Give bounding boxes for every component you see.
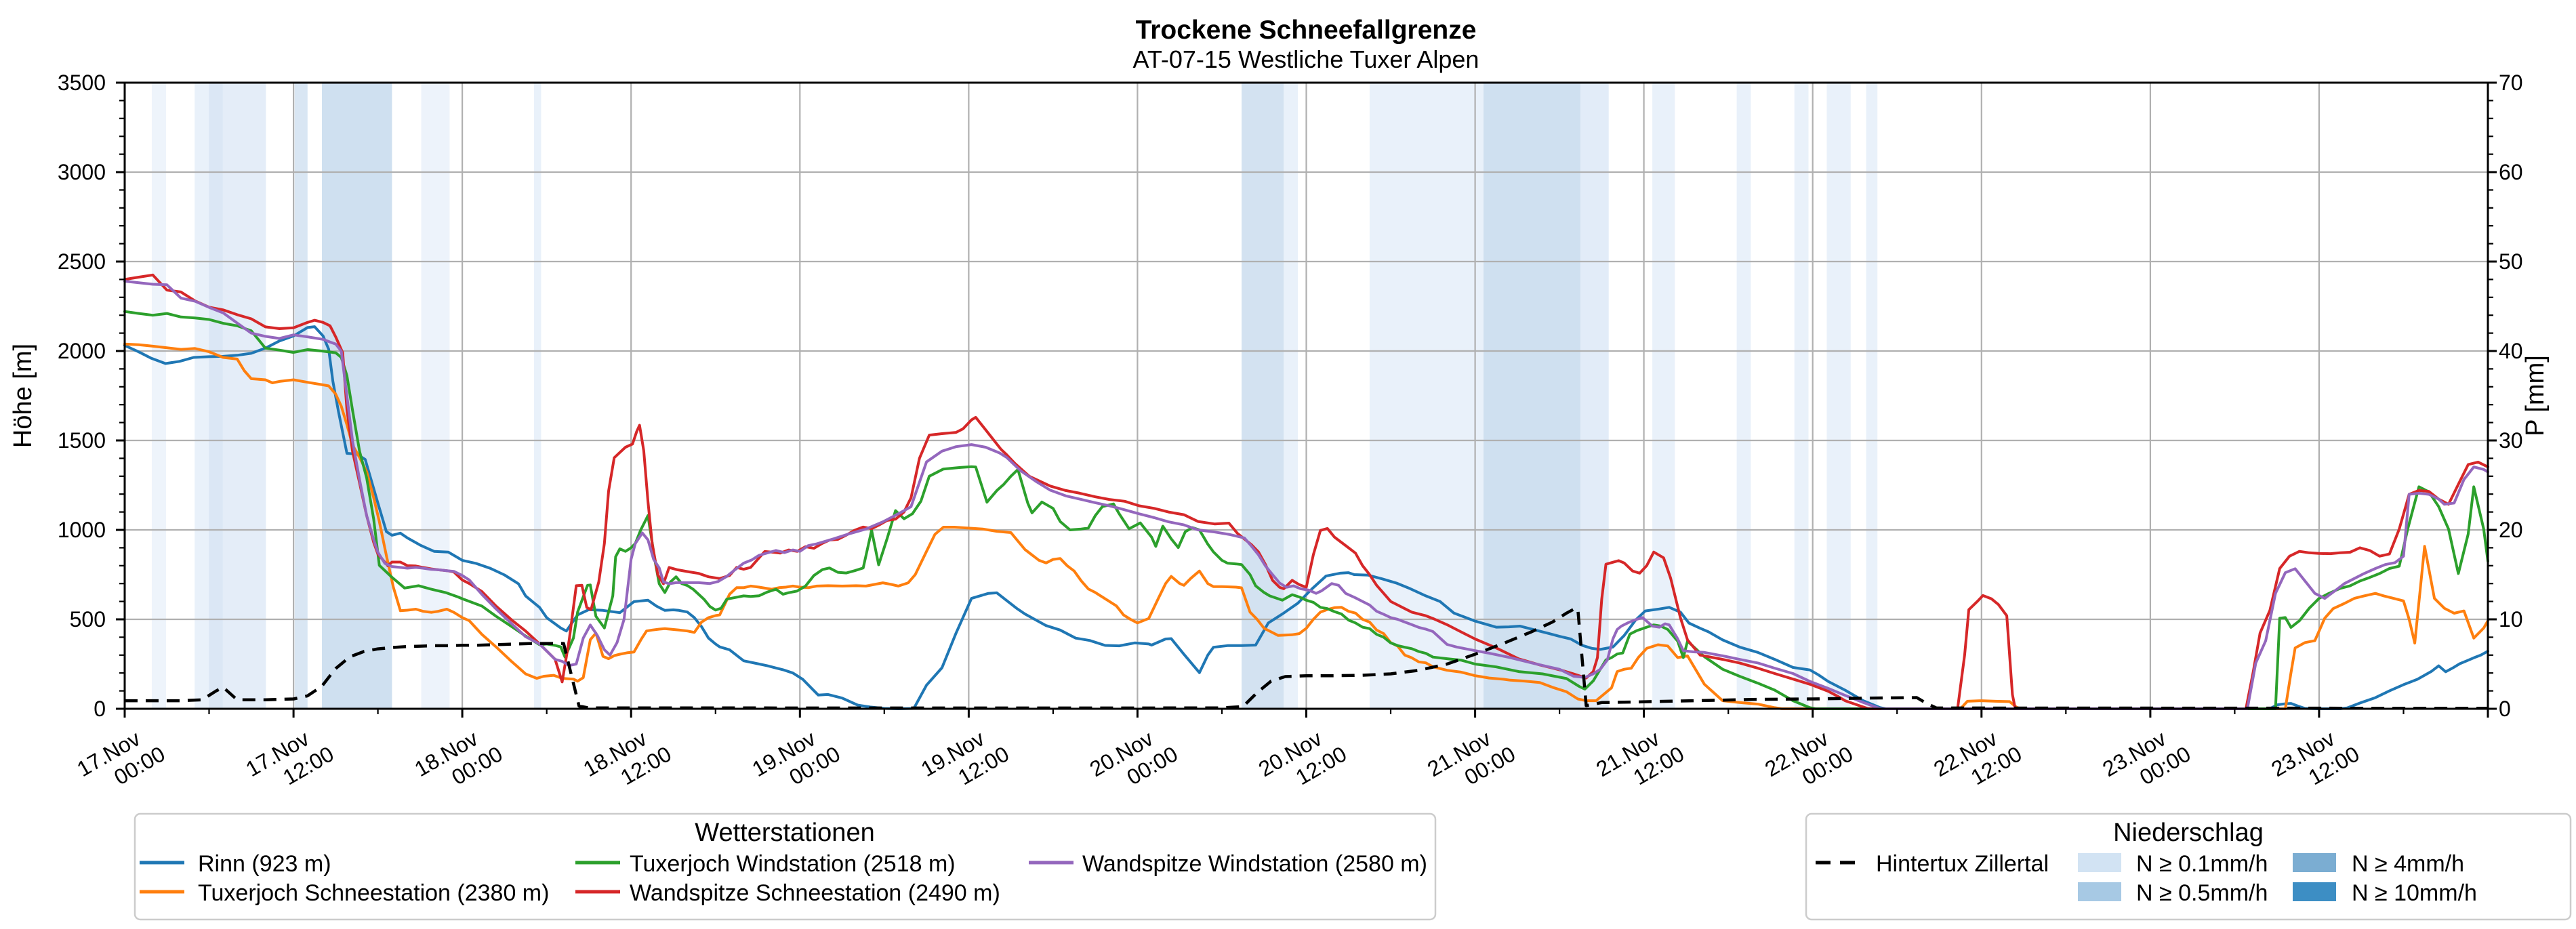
svg-text:P [mm]: P [mm] bbox=[2521, 355, 2550, 436]
svg-text:2500: 2500 bbox=[58, 249, 106, 274]
svg-text:70: 70 bbox=[2499, 70, 2523, 95]
svg-text:40: 40 bbox=[2499, 339, 2523, 363]
svg-text:500: 500 bbox=[70, 607, 106, 632]
svg-text:N ≥ 0.5mm/h: N ≥ 0.5mm/h bbox=[2136, 880, 2268, 906]
svg-text:Wandspitze Schneestation (2490: Wandspitze Schneestation (2490 m) bbox=[630, 880, 1000, 906]
svg-text:Rinn (923 m): Rinn (923 m) bbox=[198, 851, 331, 877]
svg-text:0: 0 bbox=[94, 697, 106, 721]
svg-text:Wetterstationen: Wetterstationen bbox=[695, 819, 874, 847]
svg-text:Trockene Schneefallgrenze: Trockene Schneefallgrenze bbox=[1136, 16, 1477, 45]
svg-text:Höhe [m]: Höhe [m] bbox=[9, 344, 37, 448]
svg-text:N ≥ 0.1mm/h: N ≥ 0.1mm/h bbox=[2136, 851, 2268, 877]
svg-text:1000: 1000 bbox=[58, 518, 106, 542]
svg-text:N ≥ 4mm/h: N ≥ 4mm/h bbox=[2352, 851, 2464, 877]
svg-text:Tuxerjoch Schneestation (2380: Tuxerjoch Schneestation (2380 m) bbox=[198, 880, 549, 906]
svg-text:1500: 1500 bbox=[58, 428, 106, 453]
svg-text:2000: 2000 bbox=[58, 339, 106, 363]
svg-text:30: 30 bbox=[2499, 428, 2523, 453]
svg-text:10: 10 bbox=[2499, 607, 2523, 632]
svg-text:3000: 3000 bbox=[58, 160, 106, 184]
svg-text:0: 0 bbox=[2499, 697, 2511, 721]
svg-text:Hintertux Zillertal: Hintertux Zillertal bbox=[1876, 851, 2049, 877]
svg-text:20: 20 bbox=[2499, 518, 2523, 542]
svg-text:3500: 3500 bbox=[58, 70, 106, 95]
svg-text:Niederschlag: Niederschlag bbox=[2113, 819, 2264, 847]
svg-text:50: 50 bbox=[2499, 249, 2523, 274]
svg-text:Wandspitze Windstation (2580 m: Wandspitze Windstation (2580 m) bbox=[1082, 851, 1427, 877]
svg-text:Tuxerjoch Windstation (2518 m): Tuxerjoch Windstation (2518 m) bbox=[630, 851, 956, 877]
svg-text:60: 60 bbox=[2499, 160, 2523, 184]
svg-text:AT-07-15 Westliche Tuxer Alpen: AT-07-15 Westliche Tuxer Alpen bbox=[1133, 45, 1479, 73]
svg-text:N ≥ 10mm/h: N ≥ 10mm/h bbox=[2352, 880, 2477, 906]
